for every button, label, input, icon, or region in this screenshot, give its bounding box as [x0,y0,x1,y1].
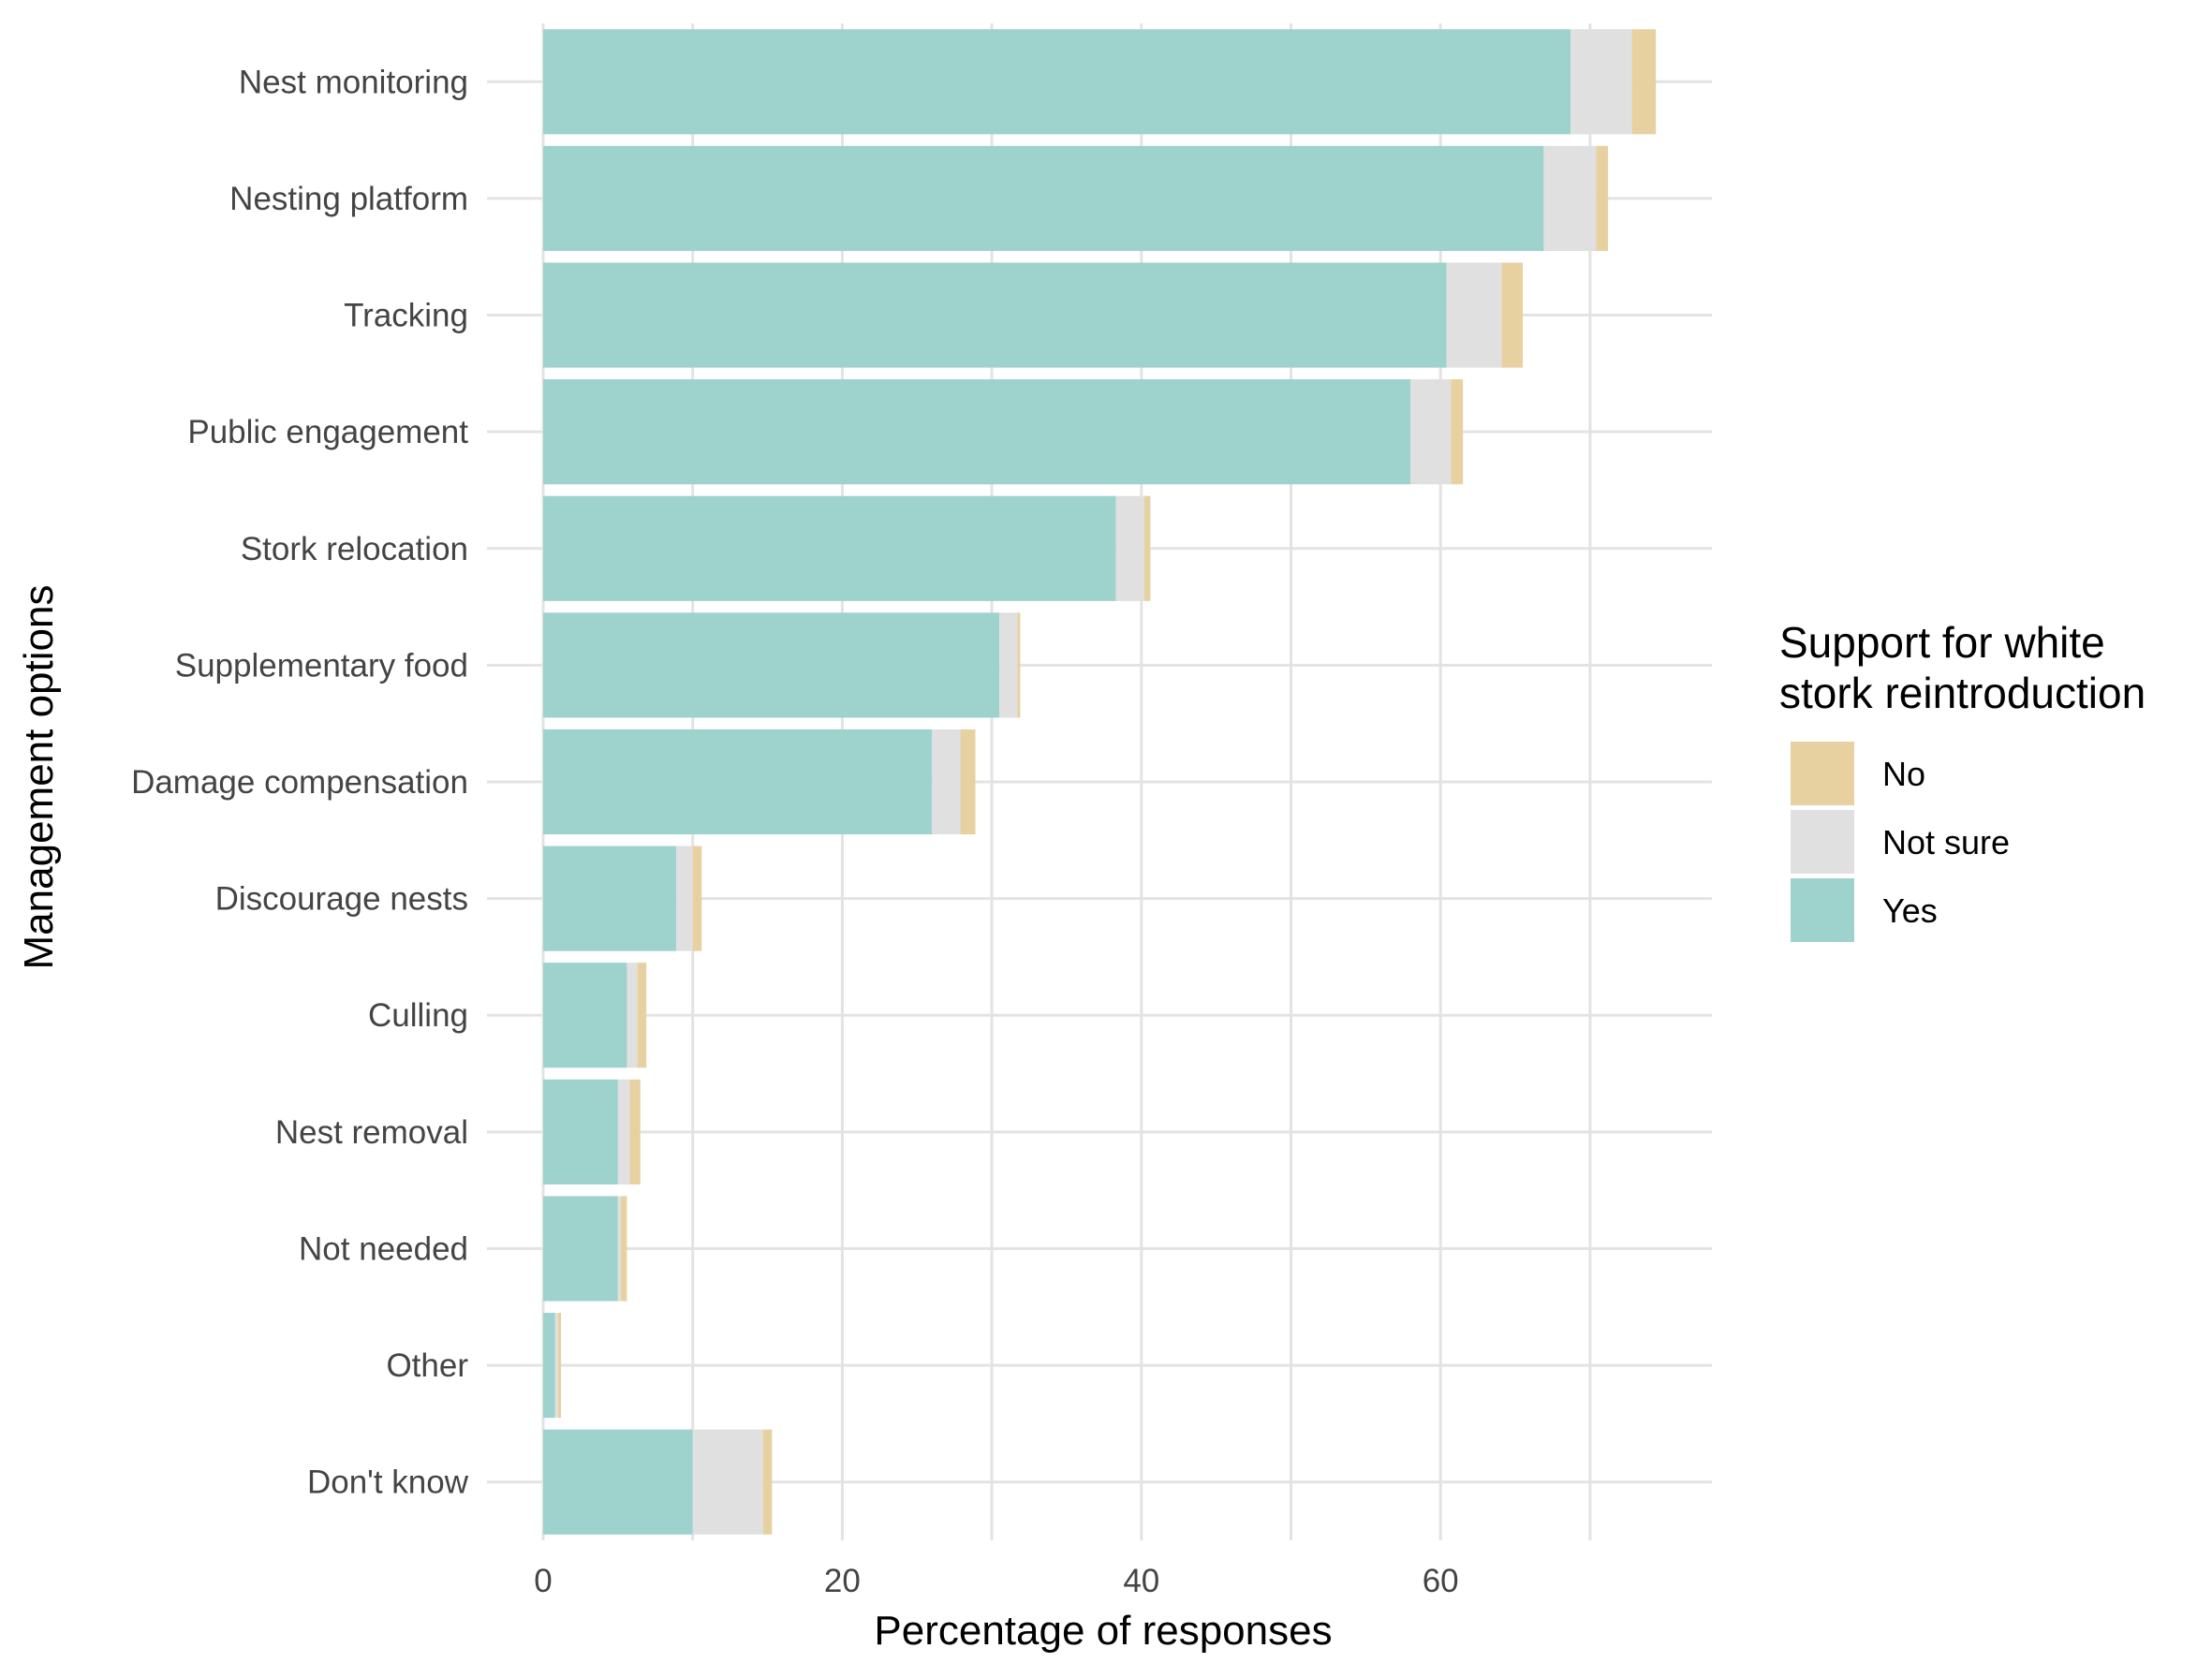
bar-no-public-engagement [1451,379,1464,485]
bar-not-sure-public-engagement [1410,379,1452,485]
bar-yes-don-t-know [543,1429,693,1535]
bar-yes-nest-monitoring [543,29,1571,135]
legend: Support for white stork reintroduction N… [1779,618,2146,942]
y-axis-title: Management options [16,585,62,970]
legend-label-yes: Yes [1882,891,1938,930]
legend-items: No Not sure Yes [1791,742,2010,942]
y-tick-label-don-t-know: Don't know [307,1464,469,1501]
y-tick-label-nesting-platform: Nesting platform [229,181,468,217]
legend-title-line-1: Support for white [1779,618,2105,667]
legend-label-no: No [1882,755,1925,793]
bar-no-don-t-know [762,1429,773,1535]
bar-no-other [557,1313,562,1419]
bar-not-sure-nest-removal [617,1079,630,1185]
x-axis-title: Percentage of responses [874,1608,1332,1654]
bar-yes-discourage-nests [543,846,677,951]
y-tick-label-tracking: Tracking [344,298,468,334]
legend-swatch-yes [1791,878,1854,942]
bar-no-damage-compensation [960,728,976,835]
bar-not-sure-other [554,1313,558,1419]
y-tick-label-nest-monitoring: Nest monitoring [239,64,468,100]
bar-not-sure-nest-monitoring [1571,29,1632,135]
bars-layer [543,29,1657,1535]
y-tick-label-supplementary-food: Supplementary food [175,647,468,684]
x-tick-label-0: 0 [534,1563,552,1599]
bar-yes-public-engagement [543,379,1411,485]
bar-not-sure-nesting-platform [1543,145,1597,251]
x-tick-label-20: 20 [824,1563,861,1599]
bar-no-nesting-platform [1596,145,1609,251]
x-tick-labels: 0 20 40 60 [534,1563,1458,1599]
bar-no-culling [637,963,647,1068]
y-tick-labels: Nest monitoring Nesting platform Tracking P… [131,64,469,1500]
bar-yes-stork-relocation [543,495,1116,601]
bar-not-sure-supplementary-food [999,612,1018,718]
legend-title-line-2: stork reintroduction [1779,669,2146,717]
x-tick-label-40: 40 [1123,1563,1159,1599]
y-tick-label-stork-relocation: Stork relocation [241,531,468,567]
bar-yes-culling [543,963,627,1068]
legend-swatch-not-sure [1791,810,1854,874]
bar-yes-nest-removal [543,1079,618,1185]
bar-no-not-needed [621,1196,627,1302]
bar-no-discourage-nests [692,846,702,951]
bar-yes-damage-compensation [543,728,933,835]
bar-yes-other [543,1313,555,1419]
bar-not-sure-not-needed [617,1196,622,1302]
bar-not-sure-discourage-nests [676,846,693,951]
legend-label-not-sure: Not sure [1882,823,2010,861]
bar-no-stork-relocation [1143,495,1151,601]
legend-swatch-no [1791,742,1854,805]
y-tick-label-nest-removal: Nest removal [275,1114,468,1151]
bar-not-sure-don-t-know [692,1429,763,1535]
y-tick-label-other: Other [386,1347,468,1384]
bar-not-sure-culling [627,963,638,1068]
y-tick-label-not-needed: Not needed [299,1230,468,1267]
bar-not-sure-damage-compensation [932,728,961,835]
bar-not-sure-tracking [1446,262,1502,368]
x-tick-label-60: 60 [1423,1563,1459,1599]
bar-no-tracking [1501,262,1524,368]
bar-no-nest-monitoring [1631,29,1657,135]
bar-yes-tracking [543,262,1447,368]
bar-yes-supplementary-food [543,612,1000,718]
y-tick-label-culling: Culling [368,997,468,1034]
bar-not-sure-stork-relocation [1115,495,1144,601]
bar-no-supplementary-food [1017,612,1021,718]
bar-yes-not-needed [543,1196,618,1302]
bar-yes-nesting-platform [543,145,1544,251]
y-tick-label-discourage-nests: Discourage nests [215,881,468,918]
y-tick-label-public-engagement: Public engagement [187,414,468,450]
y-tick-label-damage-compensation: Damage compensation [131,764,468,801]
bar-no-nest-removal [629,1079,641,1185]
